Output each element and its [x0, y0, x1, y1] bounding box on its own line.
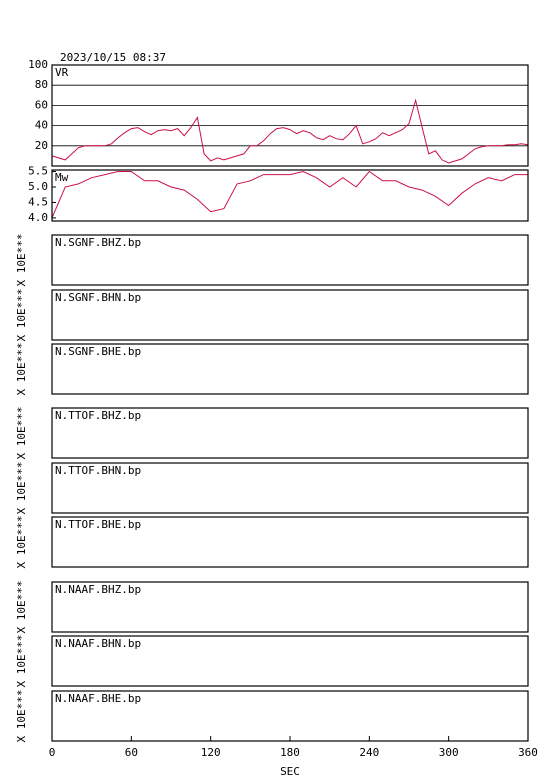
trace-frame: [51, 581, 529, 633]
y-tick-label: 5.5: [28, 165, 48, 178]
x-tick-label: 180: [280, 746, 300, 759]
data-line: [51, 98, 529, 164]
x-tick-label: 300: [439, 746, 459, 759]
trace-frame: [51, 407, 529, 459]
x-tick-label: 120: [201, 746, 221, 759]
trace-label: N.SGNF.BHE.bp: [55, 345, 141, 358]
y-tick-label: 60: [35, 98, 48, 111]
y-tick-label: 20: [35, 139, 48, 152]
y-tick-label: 40: [35, 119, 48, 132]
trace-y-label: X 10E***: [15, 690, 28, 743]
panel-frame: [51, 169, 529, 222]
y-tick-label: 4.5: [28, 195, 48, 208]
trace-y-label: X 10E***: [15, 581, 28, 634]
panel-frame: [51, 64, 529, 167]
y-tick-label: 100: [28, 58, 48, 71]
y-tick-label: 4.0: [28, 211, 48, 224]
trace-y-label: X 10E***: [15, 289, 28, 342]
trace-y-label: X 10E***: [15, 635, 28, 688]
timestamp: 2023/10/15 08:37: [60, 51, 166, 64]
trace-label: N.TTOF.BHZ.bp: [55, 409, 141, 422]
trace-label: N.SGNF.BHZ.bp: [55, 236, 141, 249]
trace-label: N.SGNF.BHN.bp: [55, 291, 141, 304]
y-tick-label: 80: [35, 78, 48, 91]
trace-y-label: X 10E***: [15, 407, 28, 460]
x-tick-label: 360: [518, 746, 538, 759]
trace-y-label: X 10E***: [15, 234, 28, 287]
trace-frame: [51, 343, 529, 395]
x-tick-label: 0: [49, 746, 56, 759]
trace-frame: [51, 516, 529, 568]
trace-frame: [51, 289, 529, 341]
trace-label: N.NAAF.BHE.bp: [55, 692, 141, 705]
y-tick-label: 5.0: [28, 180, 48, 193]
panel-label: VR: [55, 66, 69, 79]
trace-y-label: X 10E***: [15, 516, 28, 569]
trace-frame: [51, 635, 529, 687]
trace-y-label: X 10E***: [15, 343, 28, 396]
trace-label: N.TTOF.BHN.bp: [55, 464, 141, 477]
x-tick-label: 240: [359, 746, 379, 759]
x-axis-label: SEC: [280, 765, 300, 778]
x-tick-label: 60: [125, 746, 138, 759]
trace-label: N.NAAF.BHZ.bp: [55, 583, 141, 596]
trace-label: N.NAAF.BHN.bp: [55, 637, 141, 650]
trace-label: N.TTOF.BHE.bp: [55, 518, 141, 531]
panel-label: Mw: [55, 171, 69, 184]
trace-frame: [51, 462, 529, 514]
trace-y-label: X 10E***: [15, 462, 28, 515]
trace-frame: [51, 234, 529, 286]
data-line: [51, 170, 528, 219]
